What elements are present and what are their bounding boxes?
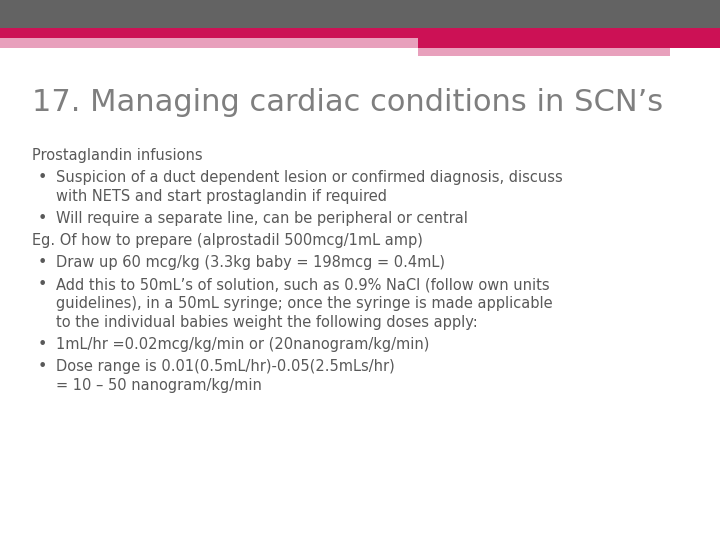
Text: Eg. Of how to prepare (alprostadil 500mcg/1mL amp): Eg. Of how to prepare (alprostadil 500mc… <box>32 233 423 248</box>
Text: •: • <box>38 170 48 185</box>
Text: •: • <box>38 277 48 292</box>
Text: 17. Managing cardiac conditions in SCN’s: 17. Managing cardiac conditions in SCN’s <box>32 88 663 117</box>
Text: Dose range is 0.01(0.5mL/hr)-0.05(2.5mLs/hr): Dose range is 0.01(0.5mL/hr)-0.05(2.5mLs… <box>56 359 395 374</box>
Text: 1mL/hr =0.02mcg/kg/min or (20nanogram/kg/min): 1mL/hr =0.02mcg/kg/min or (20nanogram/kg… <box>56 337 429 352</box>
Text: Draw up 60 mcg/kg (3.3kg baby = 198mcg = 0.4mL): Draw up 60 mcg/kg (3.3kg baby = 198mcg =… <box>56 255 445 270</box>
Text: with NETS and start prostaglandin if required: with NETS and start prostaglandin if req… <box>56 189 387 204</box>
Text: •: • <box>38 255 48 270</box>
Text: •: • <box>38 359 48 374</box>
Text: = 10 – 50 nanogram/kg/min: = 10 – 50 nanogram/kg/min <box>56 378 262 393</box>
Text: Add this to 50mL’s of solution, such as 0.9% NaCl (follow own units: Add this to 50mL’s of solution, such as … <box>56 277 549 292</box>
Text: to the individual babies weight the following doses apply:: to the individual babies weight the foll… <box>56 315 478 330</box>
Text: guidelines), in a 50mL syringe; once the syringe is made applicable: guidelines), in a 50mL syringe; once the… <box>56 296 553 311</box>
Text: Prostaglandin infusions: Prostaglandin infusions <box>32 148 202 163</box>
Text: Will require a separate line, can be peripheral or central: Will require a separate line, can be per… <box>56 211 468 226</box>
Text: Suspicion of a duct dependent lesion or confirmed diagnosis, discuss: Suspicion of a duct dependent lesion or … <box>56 170 563 185</box>
Text: •: • <box>38 211 48 226</box>
Text: •: • <box>38 337 48 352</box>
